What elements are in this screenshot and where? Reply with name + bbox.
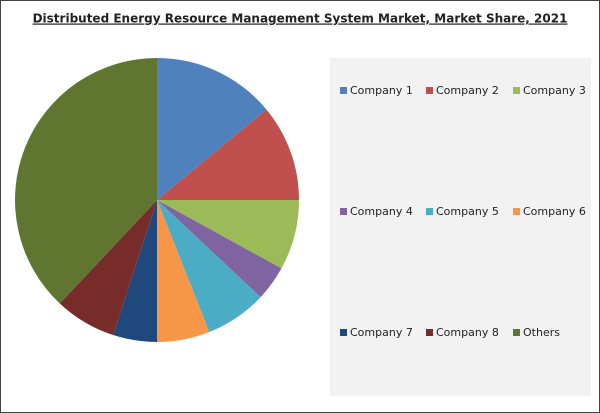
legend-label: Company 2 bbox=[436, 84, 499, 97]
legend-label: Company 6 bbox=[523, 205, 586, 218]
pie-slice bbox=[157, 200, 261, 333]
legend-label: Company 1 bbox=[350, 84, 413, 97]
legend-swatch bbox=[513, 329, 520, 336]
legend-swatch bbox=[426, 329, 433, 336]
legend-swatch bbox=[426, 87, 433, 94]
legend-label: Company 3 bbox=[523, 84, 586, 97]
pie-slice bbox=[157, 109, 299, 200]
pie-slice bbox=[157, 58, 267, 200]
legend-swatch bbox=[513, 87, 520, 94]
legend-label: Company 4 bbox=[350, 205, 413, 218]
legend-label: Company 8 bbox=[436, 326, 499, 339]
legend-swatch bbox=[340, 208, 347, 215]
pie-slice bbox=[157, 200, 282, 298]
legend-swatch bbox=[340, 329, 347, 336]
chart-title: Distributed Energy Resource Management S… bbox=[33, 12, 568, 26]
legend-label: Company 7 bbox=[350, 326, 413, 339]
pie-slice bbox=[113, 200, 157, 342]
legend-label: Company 5 bbox=[436, 205, 499, 218]
pie-slice bbox=[157, 200, 299, 269]
pie-slice bbox=[59, 200, 157, 336]
pie-slice bbox=[15, 57, 158, 304]
legend-panel bbox=[330, 58, 591, 396]
legend-swatch bbox=[340, 87, 347, 94]
legend-swatch bbox=[426, 208, 433, 215]
pie-slice bbox=[157, 200, 210, 342]
legend-label: Others bbox=[523, 326, 560, 339]
legend-swatch bbox=[513, 208, 520, 215]
